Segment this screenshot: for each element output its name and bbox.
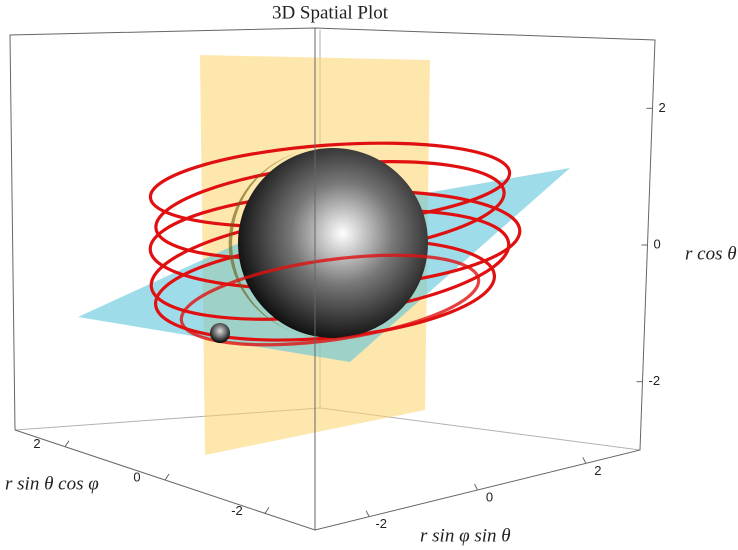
x-tick xyxy=(264,507,270,514)
y-axis-label: r sin φ sin θ xyxy=(420,525,511,546)
chart-title: 3D Spatial Plot xyxy=(272,2,389,23)
x-tick xyxy=(64,440,70,447)
y-tick-label: 0 xyxy=(486,489,493,504)
x-tick xyxy=(164,473,170,481)
x-axis-label: r sin θ cos φ xyxy=(5,473,99,494)
x-tick-label: -2 xyxy=(231,503,243,518)
sphere xyxy=(238,148,428,338)
orbit-front xyxy=(179,253,481,347)
small-sphere xyxy=(210,323,230,343)
y-tick xyxy=(474,483,478,491)
y-tick-label: 2 xyxy=(594,463,601,478)
y-tick xyxy=(365,510,370,517)
z-tick-label: 0 xyxy=(654,236,661,251)
z-tick-label: 2 xyxy=(659,100,666,115)
z-tick-label: -2 xyxy=(649,373,661,388)
z-axis-label: r cos θ xyxy=(685,243,737,264)
x-tick-label: 2 xyxy=(33,436,40,451)
y-tick-label: -2 xyxy=(375,516,387,531)
x-tick-label: 0 xyxy=(133,469,140,484)
box-front xyxy=(9,27,656,531)
y-tick xyxy=(582,457,587,464)
